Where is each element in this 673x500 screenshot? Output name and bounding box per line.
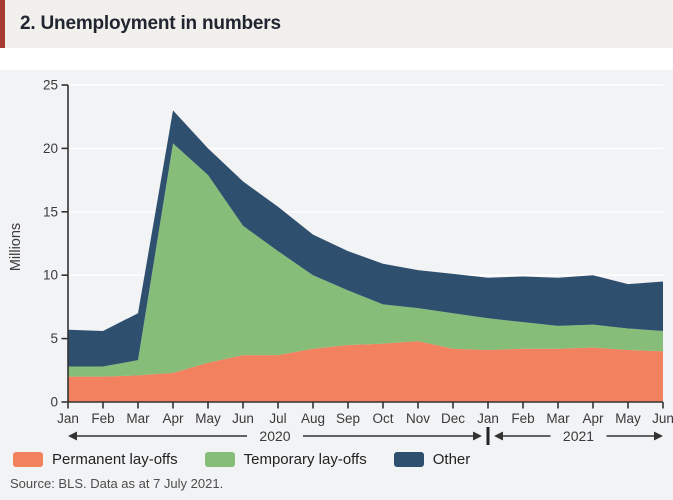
- svg-text:Oct: Oct: [372, 411, 393, 426]
- chart-panel: 0 5 10 15 20 25 Millions Jan Feb Mar Apr May Jun Jul A…: [0, 70, 673, 500]
- svg-text:2021: 2021: [563, 428, 594, 444]
- svg-text:Jul: Jul: [269, 411, 286, 426]
- year-arrow-2021: 2021: [494, 428, 663, 444]
- source-note: Source: BLS. Data as at 7 July 2021.: [10, 476, 224, 491]
- svg-text:Dec: Dec: [441, 411, 465, 426]
- permanent-swatch-icon: [13, 452, 43, 467]
- svg-text:Apr: Apr: [162, 411, 184, 426]
- month-labels: Jan Feb Mar Apr May Jun Jul Aug Sep Oct Nov Dec Jan F…: [57, 411, 673, 426]
- legend-item-other: Other: [393, 451, 471, 468]
- svg-text:Sep: Sep: [336, 411, 360, 426]
- svg-text:10: 10: [43, 268, 58, 283]
- page-title: 2. Unemployment in numbers: [20, 13, 281, 34]
- svg-text:Apr: Apr: [582, 411, 604, 426]
- svg-text:20: 20: [43, 141, 58, 156]
- svg-text:Mar: Mar: [546, 411, 570, 426]
- area-temporary-lay-offs: [68, 143, 663, 377]
- legend-item-label: Permanent lay-offs: [52, 451, 178, 468]
- legend-item-label: Temporary lay-offs: [243, 451, 367, 468]
- other-swatch-icon: [393, 452, 424, 467]
- axes: [61, 84, 664, 409]
- svg-text:May: May: [615, 411, 641, 426]
- svg-text:May: May: [195, 411, 221, 426]
- chart-svg: 0 5 10 15 20 25 Millions Jan Feb Mar Apr May Jun Jul A…: [8, 78, 673, 445]
- svg-text:Jun: Jun: [232, 411, 254, 426]
- svg-text:Aug: Aug: [301, 411, 325, 426]
- svg-text:2020: 2020: [259, 428, 290, 444]
- svg-text:Mar: Mar: [126, 411, 150, 426]
- svg-text:Jun: Jun: [652, 411, 673, 426]
- svg-text:0: 0: [50, 395, 58, 410]
- area-other: [68, 110, 663, 367]
- stacked-areas: [68, 110, 663, 402]
- svg-text:Nov: Nov: [406, 411, 430, 426]
- svg-text:Jan: Jan: [57, 411, 79, 426]
- svg-text:5: 5: [50, 331, 58, 346]
- svg-text:25: 25: [43, 78, 58, 93]
- svg-text:Feb: Feb: [91, 411, 114, 426]
- chart-legend: Permanent lay-offs Temporary lay-offs Ot…: [13, 451, 470, 468]
- y-tick-labels: 0 5 10 15 20 25: [43, 78, 58, 410]
- svg-text:Jan: Jan: [477, 411, 499, 426]
- temporary-swatch-icon: [204, 452, 235, 467]
- legend-item-permanent: Permanent lay-offs: [13, 451, 178, 468]
- legend-item-temporary: Temporary lay-offs: [204, 451, 367, 468]
- legend-item-label: Other: [432, 451, 471, 468]
- svg-text:Feb: Feb: [511, 411, 534, 426]
- svg-text:15: 15: [43, 204, 58, 219]
- year-arrow-2020: 2020: [68, 428, 482, 444]
- y-axis-title: Millions: [8, 223, 24, 271]
- title-bar: 2. Unemployment in numbers: [0, 0, 673, 48]
- area-permanent-lay-offs: [68, 341, 663, 402]
